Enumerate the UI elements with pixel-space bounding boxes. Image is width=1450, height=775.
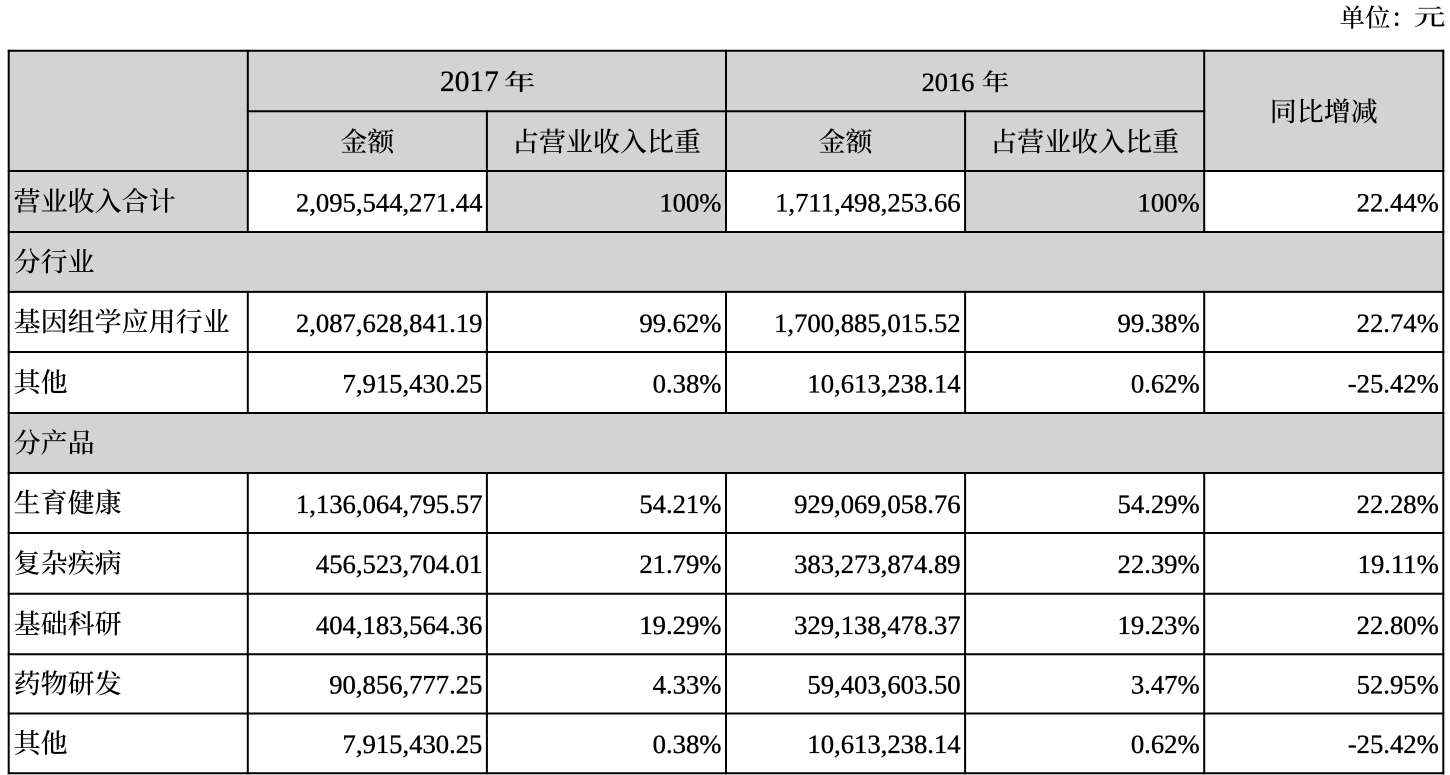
svg-text:929,069,058.76: 929,069,058.76 — [794, 489, 961, 519]
svg-text:100%: 100% — [659, 187, 721, 217]
svg-text:22.74%: 22.74% — [1357, 308, 1439, 338]
svg-text:22.80%: 22.80% — [1357, 610, 1439, 640]
svg-text:99.38%: 99.38% — [1118, 308, 1200, 338]
svg-text:4.33%: 4.33% — [653, 670, 722, 700]
svg-text:19.29%: 19.29% — [639, 610, 721, 640]
svg-text:329,138,478.37: 329,138,478.37 — [794, 610, 961, 640]
svg-text:59,403,603.50: 59,403,603.50 — [807, 670, 960, 700]
svg-text:7,915,430.25: 7,915,430.25 — [343, 729, 483, 759]
svg-text:100%: 100% — [1138, 187, 1200, 217]
svg-text:0.62%: 0.62% — [1131, 729, 1200, 759]
svg-text:1,136,064,795.57: 1,136,064,795.57 — [296, 489, 482, 519]
svg-text:21.79%: 21.79% — [639, 549, 721, 579]
svg-text:90,856,777.25: 90,856,777.25 — [329, 670, 482, 700]
svg-text:99.62%: 99.62% — [639, 308, 721, 338]
svg-text:2017: 2017 — [440, 66, 499, 98]
svg-text:0.38%: 0.38% — [653, 368, 722, 398]
svg-text:10,613,238.14: 10,613,238.14 — [807, 729, 960, 759]
svg-text:0.62%: 0.62% — [1131, 368, 1200, 398]
svg-text:10,613,238.14: 10,613,238.14 — [807, 368, 960, 398]
svg-text:1,711,498,253.66: 1,711,498,253.66 — [775, 187, 961, 217]
svg-text:52.95%: 52.95% — [1357, 670, 1439, 700]
svg-text:404,183,564.36: 404,183,564.36 — [316, 610, 483, 640]
svg-text:2,095,544,271.44: 2,095,544,271.44 — [296, 187, 482, 217]
svg-text:54.29%: 54.29% — [1118, 489, 1200, 519]
svg-text:22.44%: 22.44% — [1357, 187, 1439, 217]
svg-text:2016: 2016 — [922, 67, 975, 97]
svg-text:54.21%: 54.21% — [639, 489, 721, 519]
svg-text:-25.42%: -25.42% — [1348, 368, 1439, 398]
svg-text:19.23%: 19.23% — [1118, 610, 1200, 640]
svg-text:0.38%: 0.38% — [653, 729, 722, 759]
svg-text:-25.42%: -25.42% — [1348, 729, 1439, 759]
svg-text:22.39%: 22.39% — [1118, 549, 1200, 579]
svg-text:19.11%: 19.11% — [1358, 549, 1439, 579]
svg-text:383,273,874.89: 383,273,874.89 — [794, 549, 961, 579]
svg-text:22.28%: 22.28% — [1357, 489, 1439, 519]
svg-text:3.47%: 3.47% — [1131, 670, 1200, 700]
svg-text:1,700,885,015.52: 1,700,885,015.52 — [774, 308, 960, 338]
svg-text:456,523,704.01: 456,523,704.01 — [316, 549, 483, 579]
svg-text:2,087,628,841.19: 2,087,628,841.19 — [296, 308, 482, 338]
svg-text:7,915,430.25: 7,915,430.25 — [343, 368, 483, 398]
